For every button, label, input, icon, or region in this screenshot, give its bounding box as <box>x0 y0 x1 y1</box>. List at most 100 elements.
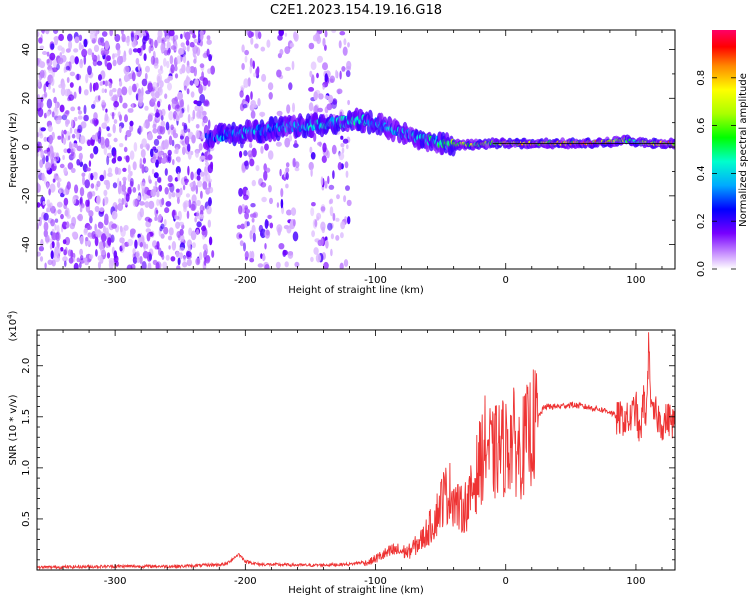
noise-speckle <box>169 55 174 65</box>
noise-speckle <box>89 82 93 93</box>
noise-speckle <box>70 167 76 173</box>
noise-speckle <box>284 32 288 37</box>
noise-speckle <box>70 249 74 259</box>
noise-speckle <box>111 210 118 220</box>
noise-speckle <box>242 187 247 197</box>
noise-speckle <box>108 82 113 89</box>
noise-speckle <box>176 265 181 269</box>
noise-speckle <box>340 143 345 148</box>
noise-speckle <box>37 152 40 157</box>
noise-speckle <box>43 221 49 232</box>
noise-speckle <box>246 209 250 214</box>
noise-speckle <box>121 184 127 192</box>
noise-speckle <box>114 34 121 42</box>
noise-speckle <box>244 251 249 260</box>
noise-speckle <box>138 93 144 104</box>
noise-speckle <box>210 65 216 75</box>
noise-speckle <box>95 249 98 257</box>
noise-speckle <box>65 61 69 67</box>
noise-speckle <box>71 231 78 238</box>
noise-speckle <box>172 159 175 166</box>
noise-speckle <box>327 222 333 231</box>
colorbar-tick-label: 0.4 <box>696 165 707 181</box>
noise-speckle <box>286 225 292 234</box>
noise-speckle <box>204 171 208 177</box>
noise-speckle <box>120 30 124 35</box>
noise-speckle <box>43 136 48 142</box>
noise-speckle <box>66 148 72 154</box>
noise-speckle <box>130 228 136 235</box>
noise-speckle <box>127 108 134 113</box>
noise-speckle <box>328 184 335 190</box>
noise-speckle <box>119 143 124 148</box>
noise-speckle <box>250 203 256 208</box>
noise-speckle <box>291 60 295 71</box>
noise-speckle <box>85 237 89 242</box>
noise-speckle <box>208 186 214 194</box>
noise-speckle <box>157 68 164 75</box>
noise-speckle <box>133 142 138 152</box>
noise-speckle <box>105 180 111 190</box>
noise-speckle <box>80 203 85 209</box>
noise-speckle <box>102 225 107 234</box>
noise-speckle <box>189 41 195 48</box>
noise-speckle <box>113 100 119 108</box>
noise-speckle <box>294 139 298 148</box>
noise-speckle <box>37 183 41 193</box>
noise-speckle <box>170 256 176 262</box>
y-tick-label: -20 <box>21 188 32 204</box>
noise-speckle <box>331 99 337 110</box>
noise-speckle <box>251 217 255 223</box>
noise-speckle <box>339 262 344 269</box>
noise-speckle <box>165 254 170 261</box>
noise-speckle <box>144 105 149 111</box>
noise-speckle <box>199 155 206 160</box>
noise-speckle <box>337 162 343 171</box>
noise-speckle <box>167 235 173 241</box>
noise-speckle <box>119 125 122 134</box>
noise-speckle <box>269 222 274 229</box>
noise-speckle <box>275 261 281 269</box>
noise-speckle <box>246 30 250 36</box>
noise-speckle <box>72 147 76 153</box>
noise-speckle <box>135 57 140 65</box>
noise-speckle <box>182 146 186 156</box>
noise-speckle <box>242 103 248 109</box>
noise-speckle <box>193 58 197 64</box>
noise-speckle <box>54 36 59 46</box>
noise-speckle <box>53 96 57 104</box>
noise-speckle <box>262 254 266 261</box>
noise-speckle <box>156 198 160 207</box>
spectrogram-x-tick-labels: -300 -200 -100 0 100 <box>104 275 646 286</box>
noise-speckle <box>265 229 270 236</box>
noise-speckle <box>78 262 82 269</box>
noise-speckle <box>207 154 213 161</box>
noise-speckle <box>170 124 174 131</box>
colorbar-tick-label: 0.6 <box>696 118 707 134</box>
noise-speckle <box>64 260 67 267</box>
noise-speckle <box>184 135 190 145</box>
noise-speckle <box>167 182 174 188</box>
noise-speckle <box>187 113 191 124</box>
noise-speckle <box>46 51 50 57</box>
noise-speckle <box>194 216 198 223</box>
noise-speckle <box>39 61 46 69</box>
noise-speckle <box>48 134 53 145</box>
noise-speckle <box>148 179 152 184</box>
noise-speckle <box>176 196 180 205</box>
noise-speckle <box>99 136 105 145</box>
noise-speckle <box>196 221 202 228</box>
noise-speckle <box>76 131 80 140</box>
noise-speckle <box>128 85 133 96</box>
noise-speckle <box>188 199 192 209</box>
noise-speckle <box>339 31 346 36</box>
noise-speckle <box>57 135 62 140</box>
noise-speckle <box>64 209 69 217</box>
noise-speckle <box>51 111 55 118</box>
noise-speckle <box>163 219 167 227</box>
noise-speckle <box>38 37 43 44</box>
noise-speckle <box>322 142 327 153</box>
noise-speckle <box>199 94 206 104</box>
noise-speckle <box>206 205 212 215</box>
noise-speckle <box>62 221 67 226</box>
